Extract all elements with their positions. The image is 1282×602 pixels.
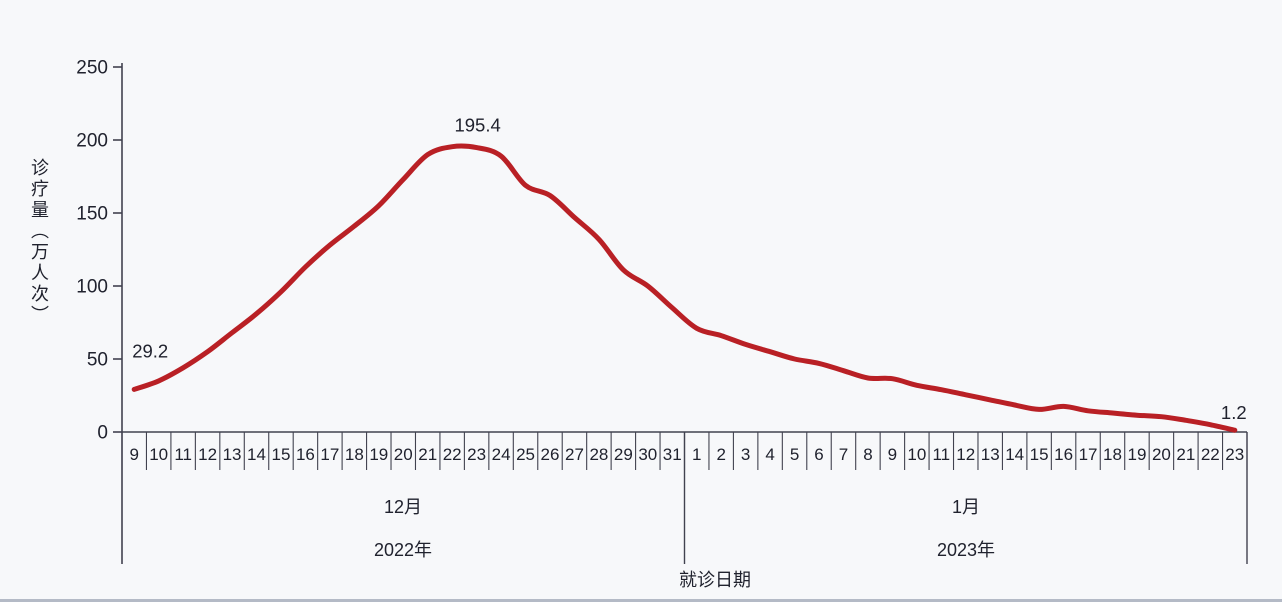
x-tick-label: 13 bbox=[223, 445, 242, 464]
x-tick-label: 11 bbox=[932, 445, 950, 464]
x-tick-label: 9 bbox=[129, 445, 138, 464]
x-tick-label: 20 bbox=[1152, 445, 1171, 464]
x-tick-label: 11 bbox=[174, 445, 192, 464]
x-tick-label: 23 bbox=[1225, 445, 1244, 464]
x-tick-label: 18 bbox=[345, 445, 364, 464]
month-label-december: 12月 bbox=[383, 497, 423, 517]
x-tick-label: 31 bbox=[663, 445, 682, 464]
series-line bbox=[131, 143, 1238, 433]
x-tick-label: 6 bbox=[814, 445, 823, 464]
x-tick-label: 3 bbox=[741, 445, 750, 464]
x-tick-label: 18 bbox=[1103, 445, 1122, 464]
x-tick-label: 14 bbox=[247, 445, 266, 464]
y-tick-label: 150 bbox=[76, 204, 108, 225]
x-tick-label: 30 bbox=[638, 445, 657, 464]
x-tick-label: 25 bbox=[516, 445, 535, 464]
x-tick-label: 19 bbox=[1127, 445, 1146, 464]
x-tick-label: 5 bbox=[790, 445, 799, 464]
y-tick-label: 200 bbox=[76, 131, 108, 152]
x-tick-label: 29 bbox=[614, 445, 633, 464]
x-tick-label: 9 bbox=[888, 445, 897, 464]
x-tick-label: 17 bbox=[1079, 445, 1098, 464]
x-tick-label: 28 bbox=[589, 445, 608, 464]
x-tick-label: 20 bbox=[394, 445, 413, 464]
data-label: 29.2 bbox=[132, 340, 168, 361]
x-tick-label: 23 bbox=[467, 445, 486, 464]
x-tick-label: 15 bbox=[1030, 445, 1049, 464]
year-label-2023: 2023年 bbox=[936, 540, 996, 560]
x-axis-title: 就诊日期 bbox=[679, 570, 751, 590]
x-tick-label: 27 bbox=[565, 445, 584, 464]
x-tick-label: 13 bbox=[981, 445, 1000, 464]
y-axis-title: 诊疗量（万人次） bbox=[29, 158, 49, 326]
x-tick-label: 12 bbox=[198, 445, 217, 464]
year-label-2022: 2022年 bbox=[373, 540, 433, 560]
y-tick-label: 100 bbox=[76, 277, 108, 298]
x-tick-label: 1 bbox=[692, 445, 701, 464]
x-tick-label: 8 bbox=[863, 445, 872, 464]
x-tick-label: 22 bbox=[443, 445, 462, 464]
x-tick-label: 21 bbox=[1176, 445, 1195, 464]
x-tick-label: 12 bbox=[956, 445, 975, 464]
x-tick-label: 26 bbox=[541, 445, 560, 464]
x-tick-label: 10 bbox=[907, 445, 926, 464]
x-tick-label: 7 bbox=[839, 445, 848, 464]
x-tick-label: 24 bbox=[492, 445, 511, 464]
x-tick-label: 22 bbox=[1201, 445, 1220, 464]
x-tick-label: 16 bbox=[1054, 445, 1073, 464]
y-tick-label: 0 bbox=[97, 423, 108, 444]
x-tick-label: 4 bbox=[765, 445, 774, 464]
month-label-january: 1月 bbox=[951, 497, 980, 517]
y-tick-label: 50 bbox=[87, 350, 108, 371]
x-tick-label: 15 bbox=[272, 445, 291, 464]
x-tick-label: 10 bbox=[149, 445, 168, 464]
x-tick-label: 17 bbox=[320, 445, 339, 464]
x-tick-label: 21 bbox=[418, 445, 437, 464]
x-tick-label: 14 bbox=[1005, 445, 1024, 464]
bottom-edge-bar bbox=[0, 599, 1282, 602]
data-label: 1.2 bbox=[1221, 402, 1247, 423]
x-tick-label: 2 bbox=[716, 445, 725, 464]
x-tick-label: 16 bbox=[296, 445, 315, 464]
y-tick-label: 250 bbox=[76, 58, 108, 79]
x-tick-label: 19 bbox=[369, 445, 388, 464]
data-label: 195.4 bbox=[454, 115, 500, 136]
